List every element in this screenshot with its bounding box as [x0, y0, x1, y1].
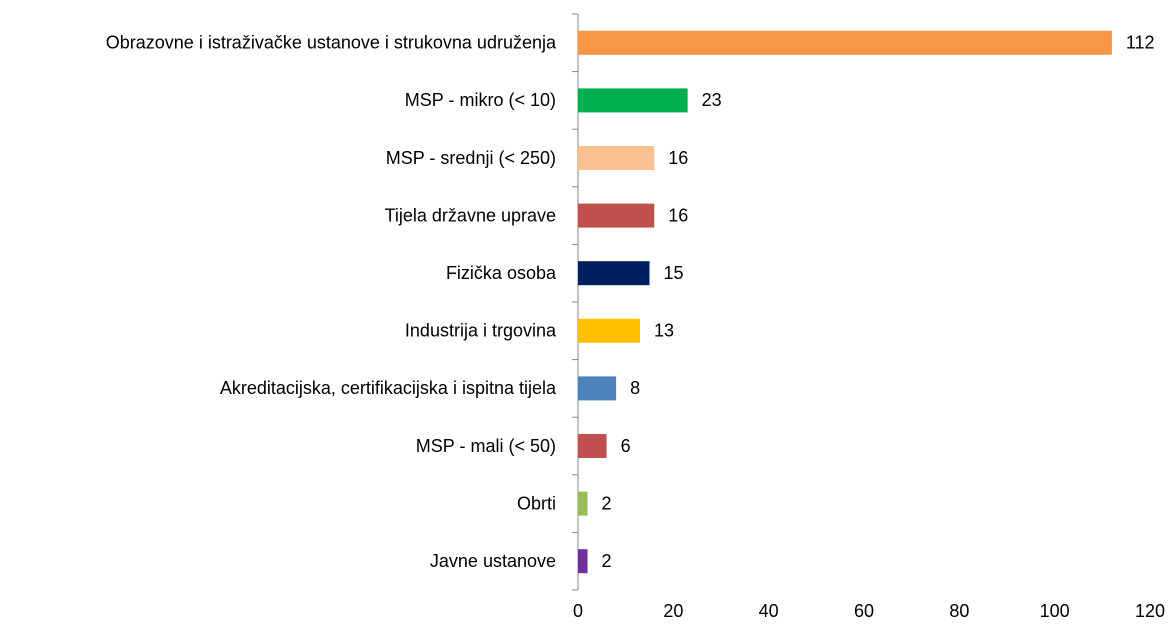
bar: [578, 203, 655, 228]
bar: [578, 146, 655, 170]
x-tick-label: 0: [573, 601, 583, 621]
bar: [578, 30, 1112, 55]
y-tick-label: Industrija i trgovina: [405, 321, 557, 341]
y-tick-label: MSP - mali (< 50): [416, 436, 556, 456]
data-label: 16: [668, 148, 688, 168]
bar: [578, 549, 588, 574]
x-tick-label: 80: [949, 601, 969, 621]
y-tick-label: MSP - srednji (< 250): [386, 148, 556, 168]
data-label: 8: [630, 378, 640, 398]
data-label: 112: [1126, 33, 1155, 53]
x-tick-label: 40: [759, 601, 779, 621]
x-tick-label: 100: [1040, 601, 1070, 621]
x-tick-label: 120: [1135, 601, 1165, 621]
data-label: 2: [602, 493, 612, 513]
bar: [578, 434, 607, 458]
y-tick-label: Akreditacijska, certifikacijska i ispitn…: [220, 378, 557, 398]
x-tick-label: 60: [854, 601, 874, 621]
y-tick-label: MSP - mikro (< 10): [405, 90, 556, 110]
data-label: 13: [654, 321, 674, 341]
x-tick-label: 20: [663, 601, 683, 621]
y-tick-label: Tijela državne uprave: [385, 205, 556, 225]
y-tick-label: Javne ustanove: [430, 551, 556, 571]
data-label: 23: [702, 90, 722, 110]
bar: [578, 491, 588, 516]
data-label: 16: [668, 205, 688, 225]
bar: [578, 376, 617, 401]
y-tick-label: Obrti: [517, 493, 556, 513]
data-label: 2: [602, 551, 612, 571]
y-tick-label: Fizička osoba: [446, 263, 557, 283]
bar: [578, 261, 650, 286]
data-label: 6: [621, 436, 631, 456]
bar: [578, 318, 640, 343]
y-tick-label: Obrazovne i istraživačke ustanove i stru…: [106, 33, 557, 53]
bar: [578, 88, 688, 113]
data-label: 15: [664, 263, 684, 283]
